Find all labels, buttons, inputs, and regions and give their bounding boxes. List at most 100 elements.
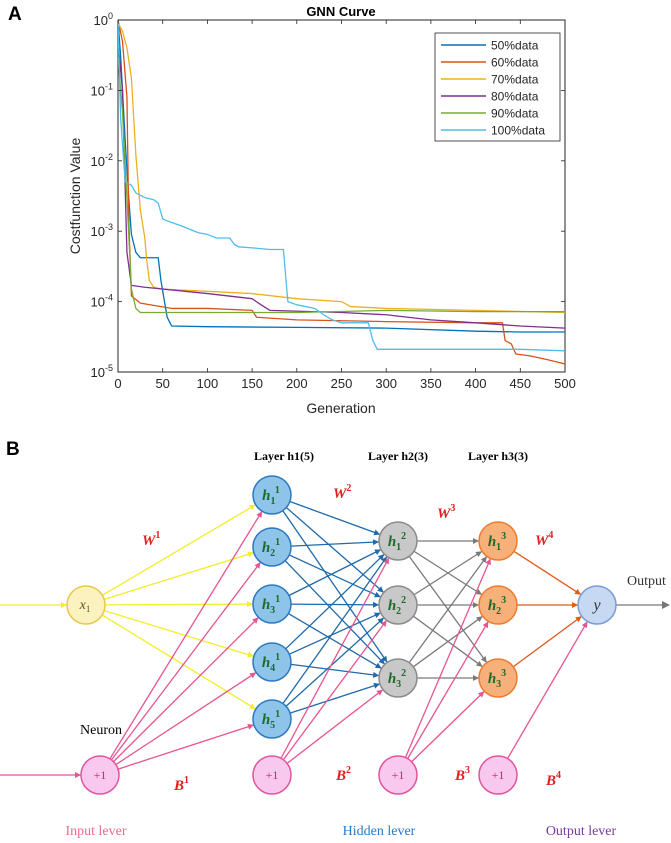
edge-b1-h1-arrowhead <box>249 672 257 679</box>
node-label: h23 <box>488 595 506 617</box>
edge-h1-h2 <box>288 613 382 669</box>
edge-h3-out-arrowhead <box>572 602 578 608</box>
edge-b3-h3-line <box>404 558 492 758</box>
node-label-sub: 5 <box>270 720 275 731</box>
hidden2-node-3-circle <box>378 658 418 698</box>
layer-h3-title: Layer h3(3) <box>468 449 528 463</box>
layer-h1-title: Layer h1(5) <box>254 449 314 463</box>
hidden1-node-5: h51 <box>252 699 292 739</box>
bias-node-2: +1 <box>252 755 292 795</box>
y-tick-label: 10-2 <box>91 152 113 169</box>
bias-node-4-circle <box>478 755 518 795</box>
hidden1-node-1: h11 <box>252 475 292 515</box>
network-nodes: x1h11h21h31h41h51h12h22h32h13h23h33yOutp… <box>66 475 666 795</box>
weight-label-1-sup: 1 <box>155 530 160 541</box>
edge-x1-h1-arrowhead <box>247 651 254 658</box>
hidden2-node-1: h12 <box>378 521 418 561</box>
node-label-sup: 1 <box>275 537 280 548</box>
edge-h3-out-line <box>513 550 582 596</box>
node-label: h12 <box>388 531 406 553</box>
y-tick-base: 10 <box>91 154 105 169</box>
edge-x1-h1-line <box>102 504 256 596</box>
input-node-base: x <box>79 598 87 613</box>
edge-b3-h3-line <box>407 621 489 759</box>
node-label: h21 <box>262 537 280 559</box>
y-tick-label: 100 <box>94 11 113 28</box>
x-tick-label: 100 <box>197 376 219 391</box>
edge-h3-out <box>512 615 583 668</box>
edge-h1-h2-line <box>290 663 380 677</box>
edge-b1-h1-line <box>113 616 259 763</box>
edge-h1-h2-line <box>285 553 385 650</box>
output-arrowhead <box>662 601 670 609</box>
x-tick-label: 250 <box>331 376 353 391</box>
hidden3-node-3-circle <box>478 658 518 698</box>
node-label-base: h <box>388 534 396 550</box>
edge-b3-h3-arrowhead <box>485 558 491 566</box>
edge-h2-h3-arrowhead <box>473 675 479 681</box>
node-label: h32 <box>388 668 406 690</box>
edge-h1-h2-arrowhead <box>373 612 381 619</box>
edge-x1-h1 <box>101 614 257 710</box>
edge-h2-h3-arrowhead <box>473 602 479 608</box>
node-label: h31 <box>262 594 280 616</box>
edge-b1-h1-line <box>115 671 257 766</box>
bias-weight-label-4-base: B <box>545 773 556 789</box>
edge-x1-h1-arrowhead <box>247 551 254 558</box>
legend-label: 100%data <box>491 124 545 138</box>
edge-x1-h1-line <box>101 614 257 710</box>
weight-label-4-sup: 4 <box>548 530 553 541</box>
node-label-sup: 2 <box>401 595 406 606</box>
bias-node-label: +1 <box>392 768 405 782</box>
node-label-base: h <box>262 488 270 504</box>
bias-weight-label-1: B1 <box>173 775 189 794</box>
edge-x1-h1 <box>103 551 255 600</box>
bias-node-2-circle <box>252 755 292 795</box>
panel-a: A GNN Curve 0 50 100 150 200 250 300 350 400 450 5… <box>8 4 576 416</box>
edge-h1-h2 <box>289 682 381 714</box>
y-tick-exponent: -5 <box>105 363 113 373</box>
edge-b3-h3-arrowhead <box>477 691 485 698</box>
legend-label: 70%data <box>491 73 539 87</box>
bias-node-4: +1 <box>478 755 518 795</box>
weight-label-3-sup: 3 <box>450 503 455 514</box>
bias-weight-label-1-sup: 1 <box>184 775 189 786</box>
y-tick-label: 10-3 <box>91 222 113 239</box>
y-tick-label: 10-5 <box>91 363 113 380</box>
node-label-base: h <box>388 598 396 614</box>
edge-h1-h2 <box>285 553 385 650</box>
node-label: h51 <box>262 709 280 731</box>
edge-h2-h3-arrowhead <box>476 660 483 667</box>
edge-h1-h2-arrowhead <box>374 662 382 669</box>
output-node-y-circle <box>577 585 617 625</box>
edge-h1-h2-line <box>289 612 381 655</box>
neuron-label: Neuron <box>80 723 122 738</box>
node-label-base: h <box>262 540 270 556</box>
bias-input-arrow <box>0 772 81 778</box>
node-label-base: h <box>488 598 496 614</box>
node-label-sup: 1 <box>275 485 280 496</box>
edge-h1-h2-line <box>282 556 388 704</box>
panel-b-letter: B <box>6 439 20 460</box>
edge-h1-h2-arrowhead <box>377 586 384 593</box>
edge-h1-h2 <box>285 617 385 707</box>
hidden-lever-label: Hidden lever <box>343 824 416 839</box>
weight-label-1-base: W <box>142 533 157 549</box>
edge-h2-h3-arrowhead <box>480 556 487 563</box>
output-arrow <box>616 601 670 609</box>
bias-node-label: +1 <box>94 768 107 782</box>
hidden2-node-2-circle <box>378 585 418 625</box>
edge-b4-out <box>506 621 589 759</box>
node-label-sub: 1 <box>270 496 275 507</box>
tick-layer: 0 50 100 150 200 250 300 350 400 450 50010010-110-… <box>91 11 576 391</box>
node-label: h13 <box>488 531 506 553</box>
x-tick-label: 150 <box>241 376 263 391</box>
edge-h2-h3-arrowhead <box>475 588 482 595</box>
edge-b2-h2-line <box>282 619 388 761</box>
edge-h3-out-arrowhead <box>575 616 582 623</box>
edge-h1-h2-arrowhead <box>377 554 385 561</box>
edge-b4-out-line <box>506 621 589 759</box>
legend: 50%data 60%data 70%data 80%data 90%data 100%d… <box>434 32 561 142</box>
weight-label-2-base: W <box>333 486 348 502</box>
hidden2-node-3: h32 <box>378 658 418 698</box>
